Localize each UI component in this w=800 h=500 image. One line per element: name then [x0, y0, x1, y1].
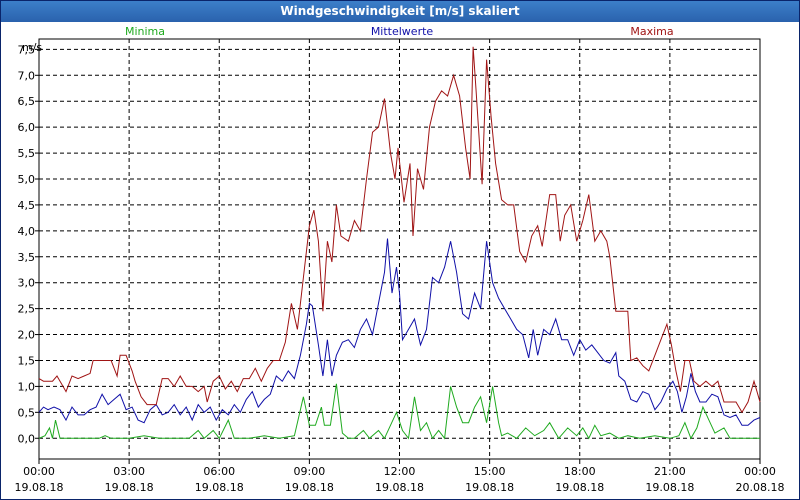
y-axis-ticks: 0,0 0,5 1,0 1,5 2,0 2,5 3,0 3,5 4,0 4,5 5,0 5,5 6,0 6…	[18, 43, 39, 445]
x-tick-date: 19.08.18	[375, 481, 424, 494]
y-tick-label: 5,0	[18, 173, 36, 186]
series-lines	[38, 46, 761, 440]
x-tick-date: 19.08.18	[15, 481, 64, 494]
x-tick-time: 00:00	[744, 465, 776, 478]
y-tick-label: 2,0	[18, 329, 36, 342]
window-title: Windgeschwindigkeit [m/s] skaliert	[1, 1, 799, 22]
x-tick-time: 06:00	[203, 465, 235, 478]
x-tick-date: 19.08.18	[645, 481, 694, 494]
y-tick-label: 3,0	[18, 277, 36, 290]
y-tick-label: 1,5	[18, 354, 36, 367]
x-tick-date: 19.08.18	[465, 481, 514, 494]
y-tick-label: 6,0	[18, 121, 36, 134]
series-line-minima	[38, 383, 760, 440]
series-line-maxima	[38, 46, 761, 414]
y-tick-label: 5,5	[18, 147, 36, 160]
legend-mittelwerte: Mittelwerte	[371, 25, 434, 38]
y-tick-label: 7,5	[18, 43, 36, 56]
x-tick-date: 20.08.18	[736, 481, 785, 494]
y-tick-label: 4,0	[18, 225, 36, 238]
y-tick-label: 0,0	[18, 432, 36, 445]
x-tick-time: 15:00	[474, 465, 506, 478]
x-tick-time: 00:00	[23, 465, 55, 478]
x-axis-ticks: 00:00 19.08.18 03:00 19.08.18 06:00 19.08.18 0…	[15, 459, 785, 494]
y-tick-label: 7,0	[18, 69, 36, 82]
x-tick-time: 09:00	[294, 465, 326, 478]
legend-minima: Minima	[125, 25, 165, 38]
grid-lines	[39, 39, 760, 459]
y-tick-label: 3,5	[18, 251, 36, 264]
y-tick-label: 4,5	[18, 199, 36, 212]
y-tick-label: 2,5	[18, 303, 36, 316]
x-tick-time: 12:00	[384, 465, 416, 478]
x-tick-date: 19.08.18	[105, 481, 154, 494]
y-tick-label: 6,5	[18, 95, 36, 108]
x-tick-date: 19.08.18	[285, 481, 334, 494]
wind-speed-chart: 0,0 0,5 1,0 1,5 2,0 2,5 3,0 3,5 4,0 4,5 5,0 5,5 6,0 6…	[15, 25, 785, 494]
y-tick-label: 0,5	[18, 406, 36, 419]
x-tick-time: 03:00	[113, 465, 145, 478]
legend-maxima: Maxima	[630, 25, 673, 38]
series-line-mittelwerte	[38, 238, 761, 426]
y-axis-unit: m/s	[22, 41, 42, 54]
x-tick-time: 18:00	[564, 465, 596, 478]
x-tick-date: 19.08.18	[195, 481, 244, 494]
x-tick-date: 19.08.18	[555, 481, 604, 494]
y-tick-label: 1,0	[18, 380, 36, 393]
x-tick-time: 21:00	[654, 465, 686, 478]
